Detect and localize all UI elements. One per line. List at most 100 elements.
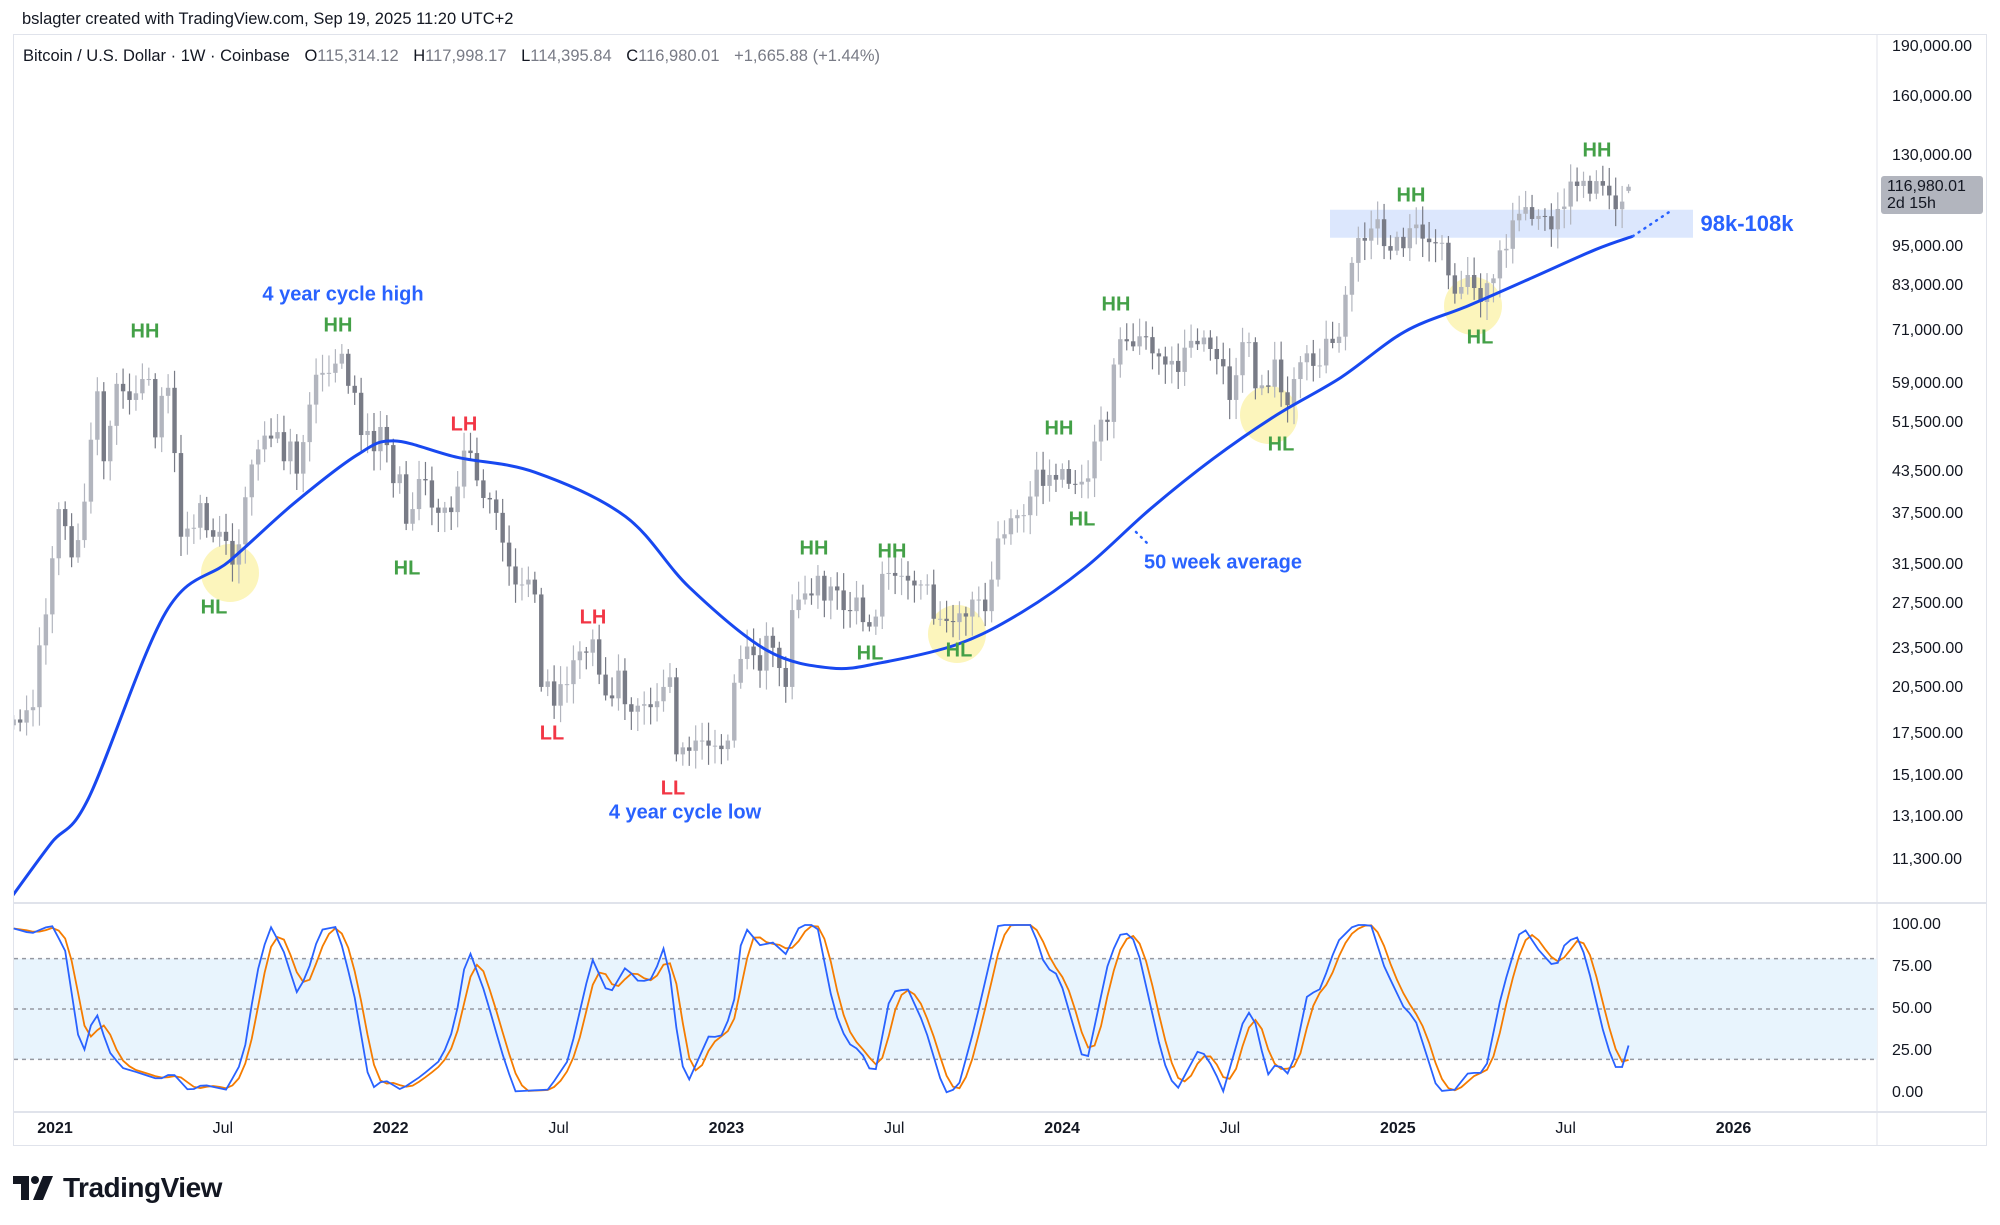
candle-body	[905, 575, 911, 581]
candle	[30, 689, 36, 727]
candle-body	[397, 474, 402, 484]
candle-body	[198, 503, 203, 528]
candle-body	[423, 479, 428, 481]
candle-body	[629, 704, 634, 712]
candle	[1085, 460, 1091, 499]
candle	[1375, 201, 1380, 245]
candle	[1015, 509, 1020, 533]
candle-body	[1214, 348, 1220, 360]
annotation-hh: HH	[323, 314, 353, 337]
candle	[1221, 342, 1226, 385]
candle-body	[262, 435, 267, 450]
candle-body	[783, 667, 788, 687]
ma-projection-dotted	[1631, 211, 1671, 238]
price-axis-label: 27,500.00	[1892, 594, 1964, 612]
time-axis-label: Jul	[212, 1120, 234, 1137]
annotation-lh: LH	[579, 606, 607, 629]
candle	[294, 434, 299, 490]
annotation-hl: HL	[393, 557, 421, 580]
candle-body	[1542, 215, 1548, 217]
candle	[963, 606, 969, 636]
candle	[667, 663, 673, 694]
stoch-axis-label: 100.00	[1892, 916, 1941, 933]
price-axis-label: 51,500.00	[1892, 414, 1964, 432]
candle	[403, 461, 409, 531]
candle-body	[1600, 181, 1606, 186]
candle	[1176, 343, 1181, 389]
candle	[204, 496, 209, 538]
candle-body	[841, 590, 846, 611]
candle-body	[1388, 246, 1393, 251]
close-key: C	[626, 47, 639, 65]
candle	[693, 725, 698, 769]
candle	[1529, 194, 1535, 226]
candle	[326, 355, 332, 387]
candle	[1130, 323, 1136, 352]
candle-body	[995, 538, 1001, 580]
candle-body	[1182, 347, 1187, 372]
candle-body	[912, 580, 917, 586]
candle	[912, 570, 917, 603]
candle	[860, 584, 866, 632]
annotation-cycle-low: 4 year cycle low	[608, 801, 762, 824]
annotation-hl: HL	[1466, 326, 1494, 349]
annotation-hl: HL	[1267, 433, 1295, 456]
annotation-hl: HL	[1068, 508, 1096, 531]
candle	[1253, 337, 1258, 400]
candle-body	[1156, 353, 1162, 357]
price-axis-label: 31,500.00	[1892, 555, 1964, 573]
candle-body	[616, 670, 621, 699]
candle	[1111, 358, 1117, 439]
candle-body	[326, 372, 332, 374]
candle-body	[815, 575, 821, 596]
close-value: 116,980.01	[638, 47, 720, 65]
candle-body	[127, 391, 132, 400]
candle-body	[642, 704, 647, 706]
candle-body	[1240, 342, 1245, 376]
price-axis-label: 83,000.00	[1892, 276, 1964, 294]
symbol-title[interactable]: Bitcoin / U.S. Dollar · 1W · Coinbase	[23, 47, 290, 65]
candle	[1002, 520, 1007, 545]
time-axis-label: 2025	[1380, 1120, 1416, 1137]
annotation-hh: HH	[1044, 417, 1074, 440]
candle	[346, 349, 351, 394]
candle	[101, 382, 106, 480]
candle-body	[487, 497, 493, 500]
candle-body	[1574, 181, 1580, 186]
candle-body	[204, 503, 209, 531]
candle-body	[1433, 242, 1438, 244]
candle-body	[706, 740, 711, 746]
candle	[841, 573, 846, 629]
price-axis-label: 95,000.00	[1892, 237, 1964, 255]
candle	[384, 415, 390, 463]
annotation-zone-label: 98k-108k	[1700, 211, 1794, 236]
candle-body	[1349, 262, 1355, 295]
candle	[391, 438, 396, 498]
candle	[526, 566, 531, 598]
tradingview-logo[interactable]: TradingView	[13, 1172, 222, 1204]
candle	[867, 614, 872, 632]
candle	[687, 736, 692, 766]
candle	[1478, 273, 1483, 318]
candle-body	[1549, 216, 1554, 230]
candle	[95, 377, 100, 456]
candle-body	[114, 383, 119, 426]
candle-body	[95, 391, 100, 440]
candle-body	[461, 450, 467, 487]
candle	[828, 577, 833, 620]
candle-body	[674, 677, 679, 755]
candle	[539, 587, 544, 692]
candle	[815, 565, 821, 609]
candle-body	[1356, 238, 1361, 263]
candle	[1349, 257, 1355, 312]
candle-body	[140, 379, 145, 394]
candle-body	[809, 593, 814, 596]
candle	[397, 466, 402, 494]
candle	[133, 375, 139, 411]
candle-body	[751, 646, 756, 656]
candle-body	[243, 497, 248, 545]
candle-body	[506, 542, 512, 567]
candle-body	[1619, 201, 1625, 210]
candle-body	[873, 616, 879, 627]
